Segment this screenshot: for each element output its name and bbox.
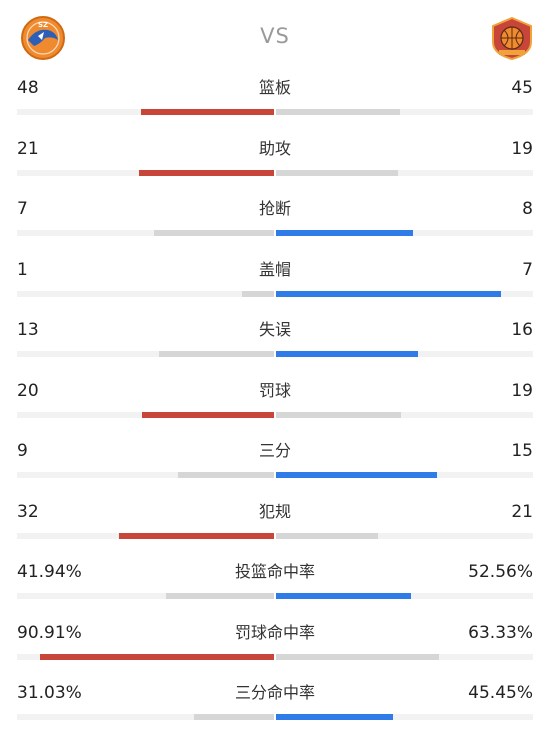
basketball-team-logo-icon[interactable] (487, 16, 537, 60)
stat-label: 罚球命中率 (234, 622, 315, 642)
right-team-value: 7 (522, 259, 533, 280)
right-team-value: 15 (511, 441, 533, 461)
left-bar-track (17, 109, 274, 115)
stat-label: 篮板 (258, 78, 291, 97)
stat-row: 13 失误 16 (0, 319, 550, 379)
left-team-value: 21 (17, 138, 39, 159)
right-team-value: 63.33% (468, 622, 533, 643)
right-bar-track (276, 472, 533, 478)
left-bar-track (17, 351, 274, 357)
right-team-bar (276, 411, 401, 418)
left-bar-track (17, 472, 274, 478)
left-bar-track (17, 411, 274, 418)
left-team-value: 13 (17, 320, 39, 340)
right-bar-track (276, 411, 533, 418)
right-team-value: 45.45% (468, 683, 533, 703)
left-team-bar (154, 230, 274, 236)
left-team-bar (166, 593, 274, 599)
svg-text:SZ: SZ (38, 21, 48, 29)
right-team-value: 19 (511, 380, 533, 401)
right-bar-track (276, 653, 533, 660)
stat-label: 盖帽 (258, 259, 291, 279)
left-team-bar (159, 351, 274, 357)
left-team-value: 1 (17, 259, 28, 280)
stat-row: 21 助攻 19 (0, 138, 550, 198)
stat-row: 7 抢断 8 (0, 198, 550, 258)
right-team-bar (276, 714, 393, 720)
right-bar-track (276, 714, 533, 720)
right-team-bar (276, 290, 501, 297)
stat-row: 31.03% 三分命中率 45.45% (0, 682, 550, 742)
left-team-bar (119, 532, 274, 539)
right-team-value: 8 (522, 199, 533, 219)
right-team-bar (276, 653, 439, 660)
right-team-bar (276, 351, 418, 357)
right-team-bar (276, 169, 398, 176)
right-bar-track (276, 593, 533, 599)
right-team-value: 21 (511, 501, 533, 522)
vs-label: VS (260, 24, 290, 48)
right-team-bar (276, 532, 378, 539)
right-bar-track (276, 109, 533, 115)
stat-row: 41.94% 投篮命中率 52.56% (0, 561, 550, 621)
left-team-bar (142, 411, 274, 418)
left-team-bar (141, 109, 274, 115)
right-team-bar (276, 109, 400, 115)
left-bar-track (17, 653, 274, 660)
left-team-value: 90.91% (17, 622, 82, 643)
stat-row: 9 三分 15 (0, 440, 550, 500)
left-team-bar (194, 714, 274, 720)
left-bar-track (17, 593, 274, 599)
left-team-value: 9 (17, 441, 28, 461)
stat-label: 三分命中率 (234, 683, 315, 702)
stat-label: 助攻 (258, 138, 291, 158)
stat-label: 抢断 (258, 199, 291, 218)
stat-label: 投篮命中率 (234, 562, 315, 581)
left-bar-track (17, 230, 274, 236)
left-team-bar (242, 290, 274, 297)
right-team-value: 52.56% (468, 562, 533, 582)
stat-label: 失误 (258, 320, 291, 339)
right-bar-track (276, 532, 533, 539)
stat-row: 20 罚球 19 (0, 380, 550, 440)
left-team-value: 48 (17, 78, 39, 98)
right-bar-track (276, 169, 533, 176)
left-team-bar (139, 169, 274, 176)
right-team-bar (276, 230, 413, 236)
left-team-bar (40, 653, 274, 660)
left-bar-track (17, 169, 274, 176)
stat-label: 犯规 (258, 501, 291, 521)
left-bar-track (17, 532, 274, 539)
right-team-value: 16 (511, 320, 533, 340)
right-team-bar (276, 593, 411, 599)
left-team-value: 31.03% (17, 683, 82, 703)
stat-row: 32 犯规 21 (0, 501, 550, 561)
right-team-bar (276, 472, 437, 478)
right-bar-track (276, 290, 533, 297)
left-team-bar (178, 472, 274, 478)
right-bar-track (276, 230, 533, 236)
left-team-value: 41.94% (17, 562, 82, 582)
right-team-value: 45 (511, 78, 533, 98)
stat-label: 三分 (258, 441, 291, 460)
right-team-value: 19 (511, 138, 533, 159)
left-bar-track (17, 714, 274, 720)
right-bar-track (276, 351, 533, 357)
left-team-value: 20 (17, 380, 39, 401)
match-header: SZ VS (0, 0, 550, 76)
left-team-value: 32 (17, 501, 39, 522)
stat-label: 罚球 (258, 380, 291, 400)
stat-row: 1 盖帽 7 (0, 259, 550, 319)
stat-row: 90.91% 罚球命中率 63.33% (0, 622, 550, 682)
left-bar-track (17, 290, 274, 297)
orange-team-logo-icon[interactable]: SZ (18, 16, 68, 60)
left-team-value: 7 (17, 199, 28, 219)
stat-row: 48 篮板 45 (0, 77, 550, 137)
